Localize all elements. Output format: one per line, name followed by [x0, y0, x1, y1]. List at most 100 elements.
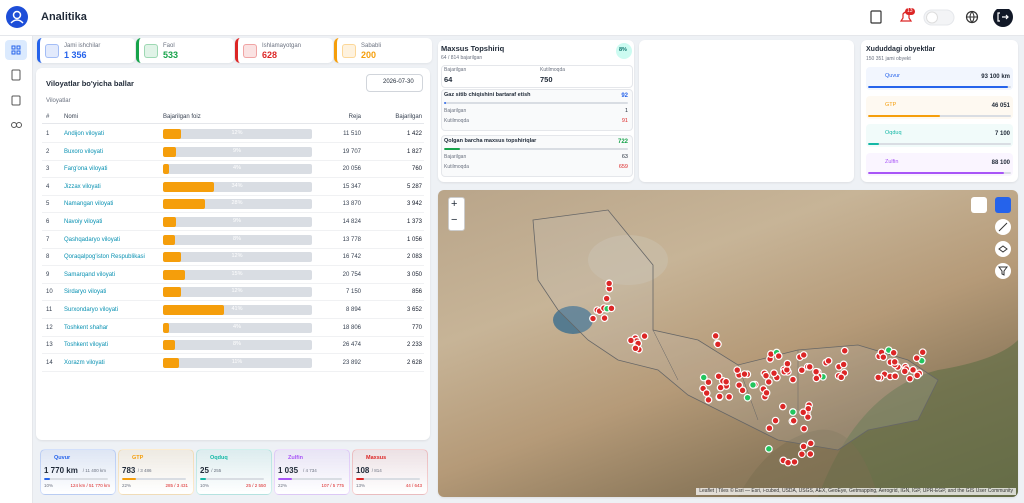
summary-total: / 255 [211, 468, 222, 473]
map-marker[interactable] [789, 375, 797, 384]
map-marker[interactable] [640, 332, 649, 340]
map-marker[interactable] [789, 416, 798, 425]
map-marker[interactable] [764, 378, 773, 386]
map-marker[interactable] [812, 367, 820, 376]
map-marker[interactable] [607, 304, 616, 313]
map-marker[interactable] [699, 373, 708, 382]
summary-percent: 13% [356, 483, 366, 488]
plan-value: 14 824 [342, 219, 361, 225]
map-marker[interactable] [918, 348, 927, 357]
map-marker[interactable] [824, 356, 833, 365]
zoom-in[interactable]: + [451, 198, 458, 210]
map-marker[interactable] [770, 369, 778, 378]
map-marker[interactable] [797, 366, 806, 375]
map-marker[interactable] [704, 378, 713, 387]
map-marker[interactable] [715, 392, 724, 401]
map[interactable] [438, 190, 1018, 497]
date-picker[interactable] [366, 74, 423, 92]
map-marker[interactable] [774, 352, 783, 360]
map-marker[interactable] [900, 367, 909, 376]
map-marker[interactable] [891, 372, 900, 381]
percent-track [163, 357, 312, 368]
map-marker[interactable] [589, 314, 597, 323]
map-marker[interactable] [803, 413, 812, 422]
header [0, 0, 1024, 36]
map-marker[interactable] [806, 439, 815, 448]
map-marker[interactable] [704, 395, 713, 404]
map-marker[interactable] [839, 360, 848, 369]
fullscreen-button[interactable] [971, 197, 987, 213]
map-marker[interactable] [716, 383, 725, 392]
doc-icon[interactable] [870, 10, 882, 24]
map-marker[interactable] [889, 348, 898, 357]
map-marker[interactable] [790, 457, 799, 466]
map-marker[interactable] [804, 404, 813, 413]
map-marker[interactable] [783, 359, 792, 368]
map-marker[interactable] [906, 374, 914, 383]
map-marker[interactable] [874, 373, 883, 382]
nav-tasks[interactable] [11, 69, 21, 81]
map-marker[interactable] [702, 389, 711, 397]
map-marker[interactable] [743, 393, 752, 402]
map-marker[interactable] [765, 424, 774, 433]
layers-toggle[interactable] [995, 197, 1011, 213]
map-marker[interactable] [749, 381, 757, 389]
region-name: Qashqadaryo viloyati [64, 236, 121, 243]
map-marker[interactable] [879, 353, 888, 362]
map-marker[interactable] [812, 374, 821, 383]
map-marker[interactable] [912, 354, 921, 363]
map-marker[interactable] [600, 314, 609, 323]
avatar[interactable] [6, 6, 28, 28]
summary-name: Quvur [54, 455, 71, 461]
logout-button[interactable] [993, 9, 1013, 27]
map-marker[interactable] [799, 408, 808, 417]
percent-bar [163, 322, 169, 333]
map-marker[interactable] [799, 351, 808, 359]
done-value: 5 287 [406, 183, 422, 190]
map-marker[interactable] [778, 402, 787, 411]
map-marker[interactable] [711, 331, 720, 340]
map-marker[interactable] [771, 416, 780, 425]
map-marker[interactable] [735, 381, 744, 390]
filter-button[interactable] [995, 263, 1011, 279]
row-number: 7 [46, 236, 50, 243]
row-number: 13 [46, 342, 53, 349]
nav-edit[interactable] [11, 95, 21, 106]
nav-dashboard[interactable] [5, 40, 27, 60]
task-pending-value: 659 [618, 164, 628, 170]
map-marker[interactable] [784, 458, 792, 467]
map-marker[interactable] [725, 392, 734, 401]
map-marker[interactable] [762, 388, 771, 397]
map-marker[interactable] [713, 340, 722, 349]
map-marker[interactable] [602, 294, 611, 303]
object-card [866, 95, 1013, 119]
map-marker[interactable] [800, 424, 809, 433]
zoom-out[interactable]: − [451, 214, 458, 226]
map-marker[interactable] [805, 362, 814, 371]
map-marker[interactable] [738, 386, 747, 395]
map-marker[interactable] [806, 450, 815, 458]
map-marker[interactable] [788, 408, 797, 416]
map-marker[interactable] [631, 344, 640, 353]
done-value: 2 628 [406, 359, 422, 366]
nav-users[interactable] [11, 122, 17, 128]
map-marker[interactable] [714, 372, 723, 381]
done-label: Bajarilgan [444, 67, 467, 73]
basemap-button[interactable] [995, 241, 1011, 257]
map-marker[interactable] [840, 346, 849, 355]
summary-name: Oqduq [210, 455, 228, 461]
map-marker[interactable] [605, 279, 614, 288]
plan-value: 8 894 [345, 307, 361, 313]
summary-total: / 11 400 km [82, 468, 106, 473]
map-marker[interactable] [733, 366, 742, 374]
map-marker[interactable] [722, 377, 731, 386]
map-marker[interactable] [627, 336, 635, 345]
map-marker[interactable] [740, 370, 749, 379]
map-marker[interactable] [799, 442, 808, 451]
map-marker[interactable] [797, 450, 806, 459]
map-marker[interactable] [762, 371, 770, 380]
map-marker[interactable] [764, 444, 773, 453]
map-marker[interactable] [890, 357, 899, 366]
map-marker[interactable] [913, 371, 922, 380]
map-marker[interactable] [837, 373, 846, 382]
